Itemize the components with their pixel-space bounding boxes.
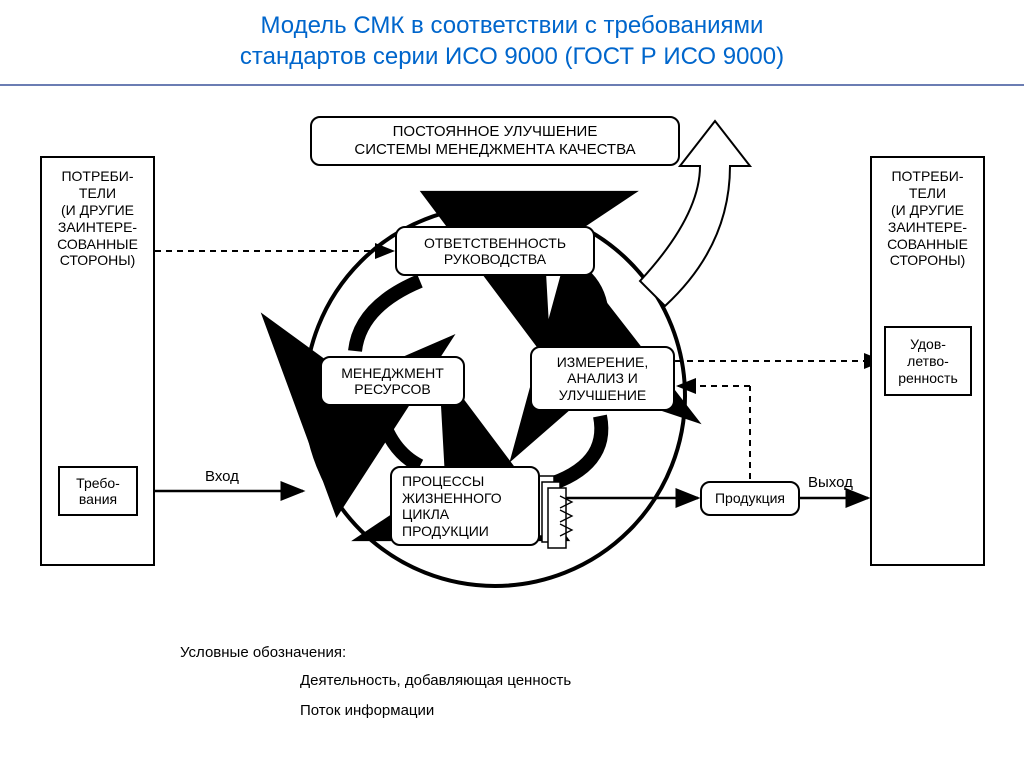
measurement-node: ИЗМЕРЕНИЕ, АНАЛИЗ И УЛУЧШЕНИЕ (530, 346, 675, 411)
responsibility-node: ОТВЕТСТВЕННОСТЬ РУКОВОДСТВА (395, 226, 595, 276)
process-pages-icon (536, 476, 572, 548)
resources-text: МЕНЕДЖМЕНТ РЕСУРСОВ (341, 365, 444, 399)
horizontal-rule (0, 84, 1024, 86)
resources-node: МЕНЕДЖМЕНТ РЕСУРСОВ (320, 356, 465, 406)
requirements-box: Требо- вания (58, 466, 138, 516)
product-text: Продукция (715, 490, 785, 507)
satisfaction-text: Удов- летво- ренность (898, 336, 958, 386)
arrow-resp-to-res (355, 281, 420, 351)
qms-diagram: ПОТРЕБИ- ТЕЛИ (И ДРУГИЕ ЗАИНТЕРЕ- СОВАНН… (0, 96, 1024, 656)
product-node: Продукция (700, 481, 800, 516)
title-line2: стандартов серии ИСО 9000 (ГОСТ Р ИСО 90… (240, 43, 784, 70)
measurement-text: ИЗМЕРЕНИЕ, АНАЛИЗ И УЛУЧШЕНИЕ (557, 354, 649, 404)
legend-solid-label: Деятельность, добавляющая ценность (300, 672, 571, 689)
consumers-right-text: ПОТРЕБИ- ТЕЛИ (И ДРУГИЕ ЗАИНТЕРЕ- СОВАНН… (887, 168, 968, 269)
legend-title: Условные обозначения: (180, 644, 346, 661)
output-label: Выход (808, 474, 853, 491)
processes-node: ПРОЦЕССЫ ЖИЗНЕННОГО ЦИКЛА ПРОДУКЦИИ (390, 466, 540, 546)
arrow-res-to-proc (380, 411, 420, 466)
improvement-banner-text: ПОСТОЯННОЕ УЛУЧШЕНИЕ СИСТЕМЫ МЕНЕДЖМЕНТА… (354, 123, 635, 159)
title-line1: Модель СМК в соответствии с требованиями (261, 12, 764, 39)
responsibility-text: ОТВЕТСТВЕННОСТЬ РУКОВОДСТВА (424, 235, 566, 269)
consumers-left-text: ПОТРЕБИ- ТЕЛИ (И ДРУГИЕ ЗАИНТЕРЕ- СОВАНН… (57, 168, 138, 269)
satisfaction-box: Удов- летво- ренность (884, 326, 972, 396)
page-title: Модель СМК в соответствии с требованиями… (0, 0, 1024, 80)
improvement-banner: ПОСТОЯННОЕ УЛУЧШЕНИЕ СИСТЕМЫ МЕНЕДЖМЕНТА… (310, 116, 680, 166)
processes-text: ПРОЦЕССЫ ЖИЗНЕННОГО ЦИКЛА ПРОДУКЦИИ (402, 473, 502, 540)
arrow-meas-to-resp (570, 266, 602, 341)
input-label: Вход (205, 468, 239, 485)
legend-dashed-label: Поток информации (300, 702, 434, 719)
requirements-text: Требо- вания (76, 475, 120, 509)
